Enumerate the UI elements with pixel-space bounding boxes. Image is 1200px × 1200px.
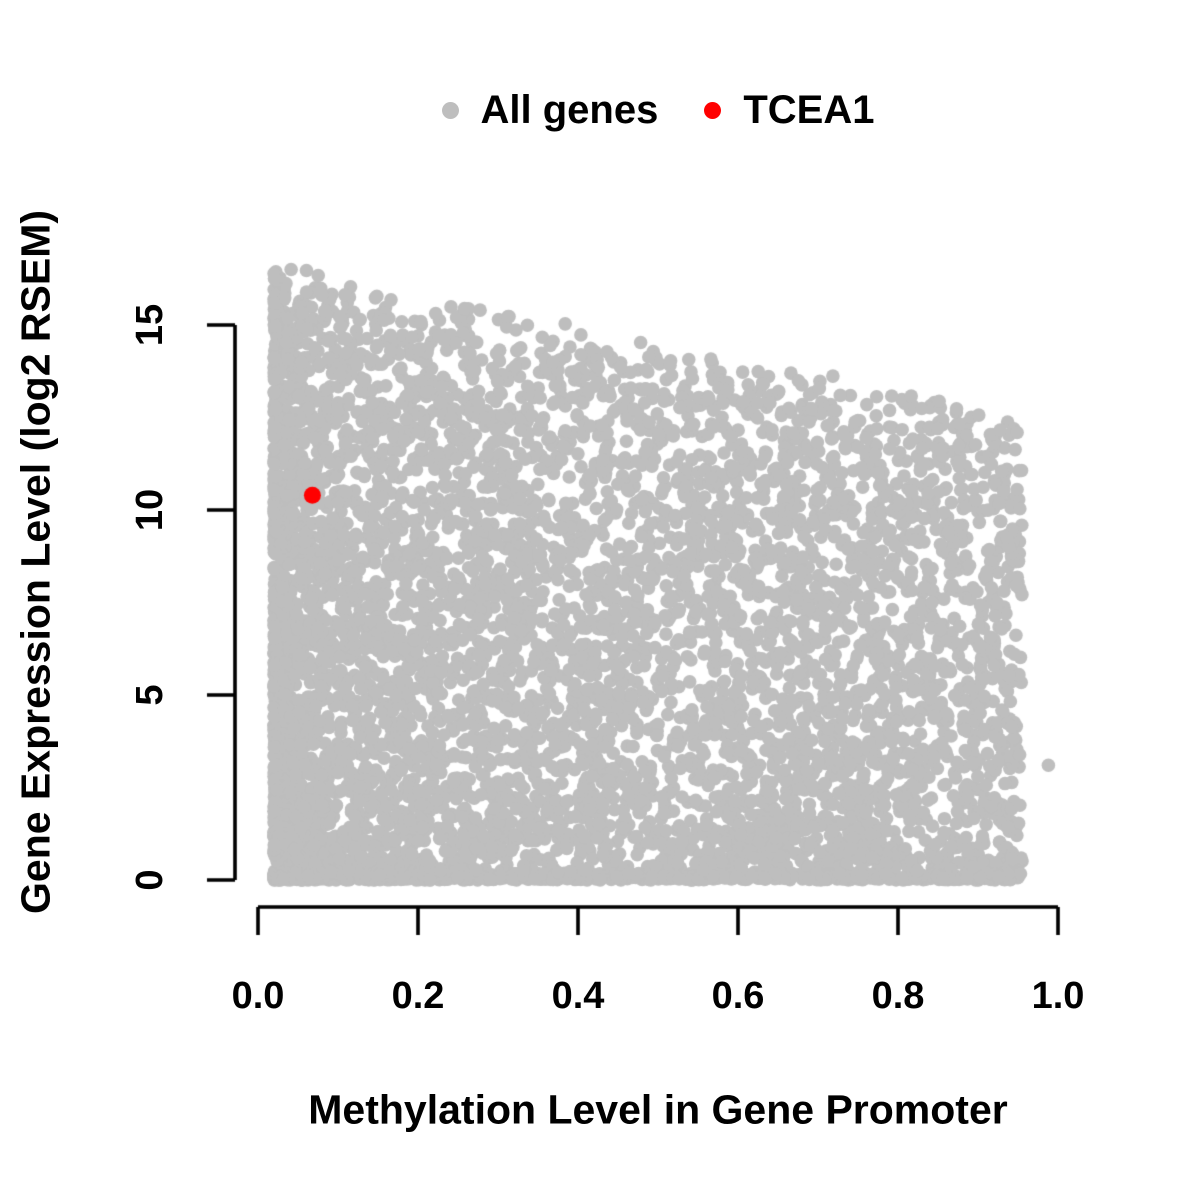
legend-label-all-genes: All genes <box>480 88 659 132</box>
y-tick-label: 5 <box>129 684 171 706</box>
legend: All genes TCEA1 <box>58 88 1200 132</box>
legend-item-all-genes: All genes <box>441 88 659 132</box>
x-tick-label: 0.6 <box>711 975 765 1017</box>
y-tick-label: 10 <box>129 488 171 532</box>
legend-label-tcea1: TCEA1 <box>743 88 875 132</box>
x-tick-label: 0.0 <box>231 975 285 1017</box>
y-tick-label: 0 <box>129 869 171 891</box>
legend-item-tcea1: TCEA1 <box>704 90 874 130</box>
all-genes-dot-icon <box>441 101 459 119</box>
x-axis-label: Methylation Level in Gene Promoter <box>308 1086 1008 1133</box>
x-tick-label: 0.8 <box>871 975 925 1017</box>
x-tick-label: 0.2 <box>391 975 445 1017</box>
tcea1-dot-icon <box>704 101 722 119</box>
y-tick-label: 15 <box>129 303 171 347</box>
x-tick-label: 1.0 <box>1031 975 1085 1017</box>
y-axis-label: Gene Expression Level (log2 RSEM) <box>12 209 59 915</box>
x-tick-label: 0.4 <box>551 975 605 1017</box>
